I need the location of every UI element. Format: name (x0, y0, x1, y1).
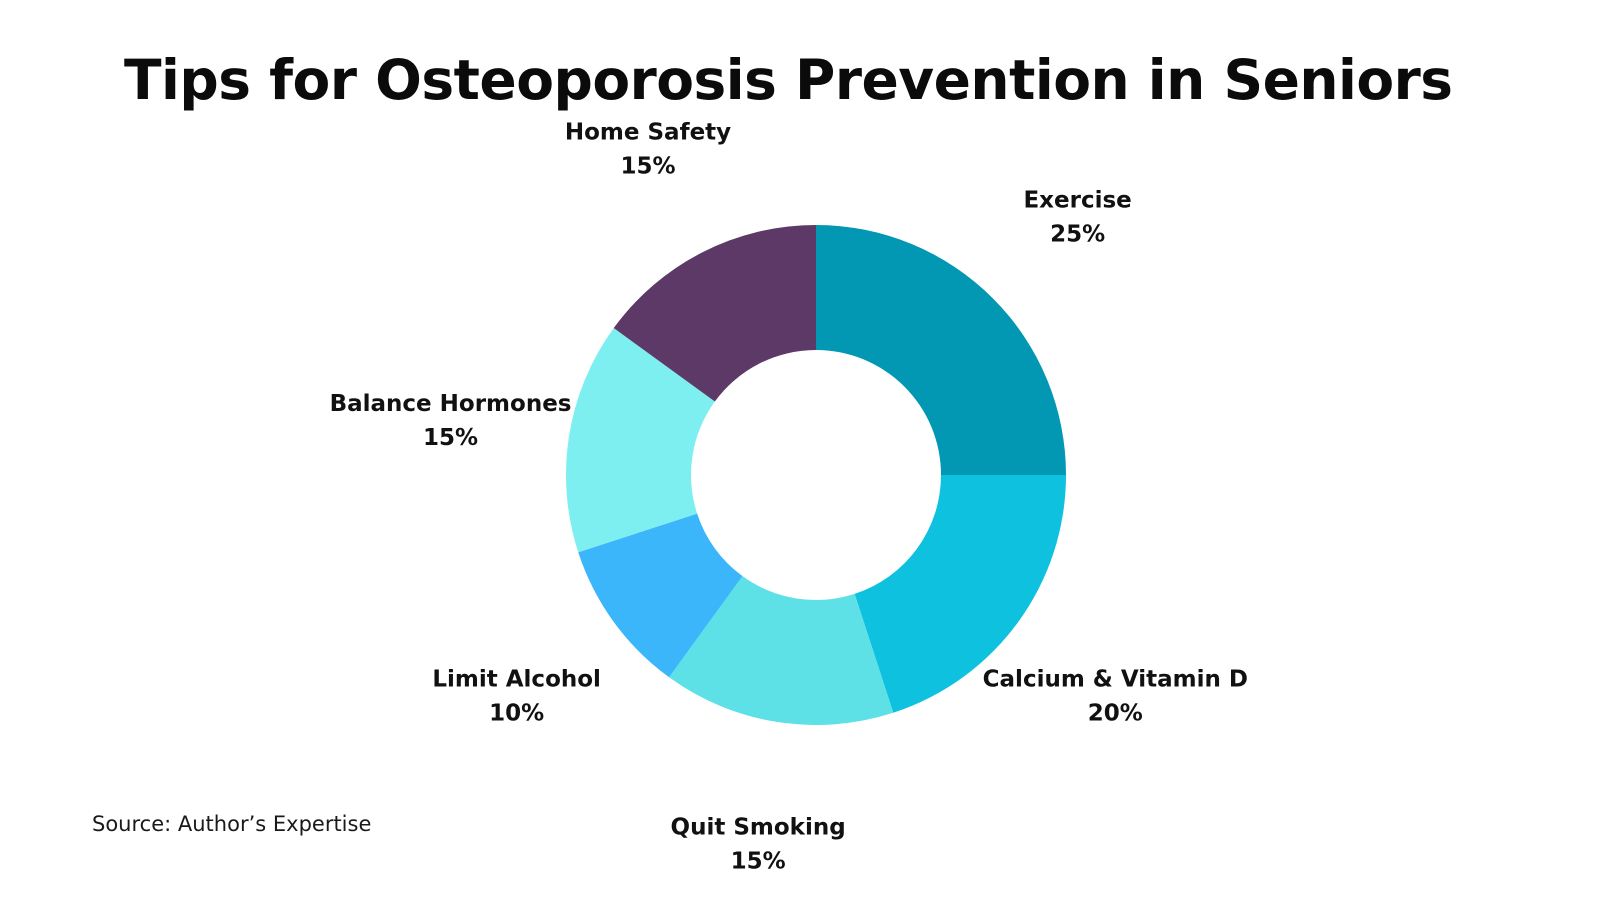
slice-label-name: Quit Smoking (671, 814, 846, 840)
slice-label-quit-smoking: Quit Smoking 15% (671, 814, 846, 874)
slices-layer (565, 225, 1066, 725)
slice-label-name: Calcium & Vitamin D (983, 666, 1248, 692)
slice-label-calcium-and-vitamin-d: Calcium & Vitamin D 20% (983, 666, 1248, 726)
slice-label-value: 25% (1050, 221, 1105, 247)
slice-label-name: Home Safety (565, 119, 731, 145)
slice-label-value: 20% (1088, 700, 1143, 726)
slice-balance-hormones (565, 328, 715, 553)
source-note: Source: Author’s Expertise (92, 812, 372, 836)
slice-limit-alcohol (578, 513, 743, 678)
slice-label-name: Exercise (1023, 187, 1131, 213)
slice-label-value: 10% (489, 700, 544, 726)
slice-label-home-safety: Home Safety 15% (565, 119, 731, 179)
slice-label-limit-alcohol: Limit Alcohol 10% (432, 666, 601, 726)
slice-calcium-and-vitamin-d (854, 475, 1066, 713)
slice-label-value: 15% (731, 848, 786, 874)
chart-title: Tips for Osteoporosis Prevention in Seni… (124, 48, 1453, 112)
slice-label-exercise: Exercise 25% (1023, 187, 1131, 247)
labels-layer: Exercise 25% Calcium & Vitamin D 20% Quit Sm… (330, 119, 1248, 874)
slice-label-balance-hormones: Balance Hormones 15% (330, 391, 572, 451)
slice-label-value: 15% (620, 153, 675, 179)
slice-home-safety (613, 225, 816, 402)
slice-label-value: 15% (423, 425, 478, 451)
slice-label-name: Limit Alcohol (432, 666, 601, 692)
slice-exercise (816, 225, 1066, 475)
slice-label-name: Balance Hormones (330, 391, 572, 417)
slice-quit-smoking (669, 576, 894, 725)
